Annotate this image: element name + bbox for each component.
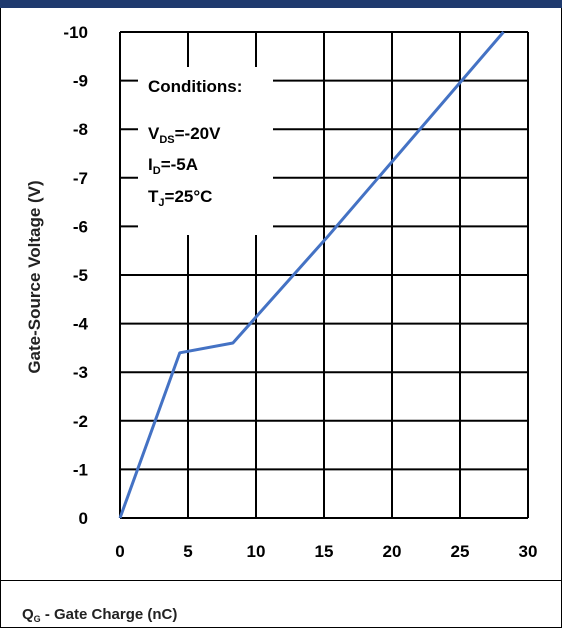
- y-tick-label-4: -4: [73, 315, 89, 334]
- y-tick-label-8: -8: [73, 120, 88, 139]
- y-tick-label-6: -6: [73, 217, 88, 236]
- series-line-0: [118, 31, 505, 519]
- condition-id: ID=-5A: [148, 155, 198, 177]
- conditions-background: [138, 67, 273, 235]
- y-tick-label-10: -10: [63, 23, 88, 42]
- condition-vds: VDS=-20V: [148, 124, 221, 146]
- y-tick-label-1: -1: [73, 460, 88, 479]
- grid-lines: [119, 31, 529, 519]
- data-series: [118, 31, 505, 519]
- gate-charge-chart: Conditions: VDS=-20V ID=-5A TJ=25°C 0 -1 -…: [25, 23, 537, 561]
- y-tick-labels: 0 -1 -2 -3 -4 -5 -6 -7 -8 -9 -10: [63, 23, 88, 528]
- y-tick-label-7: -7: [73, 169, 88, 188]
- y-axis-label: Gate-Source Voltage (V): [25, 180, 44, 373]
- x-label-band: [0, 580, 562, 628]
- x-tick-label-0: 0: [115, 542, 124, 561]
- y-tick-label-5: -5: [73, 266, 88, 285]
- conditions-box: Conditions: VDS=-20V ID=-5A TJ=25°C: [138, 67, 273, 235]
- x-tick-labels: 0 5 10 15 20 25 30: [115, 542, 537, 561]
- x-tick-label-6: 30: [519, 542, 538, 561]
- y-tick-label-0: 0: [79, 509, 88, 528]
- x-tick-label-1: 5: [183, 542, 192, 561]
- x-tick-label-2: 10: [247, 542, 266, 561]
- conditions-title: Conditions:: [148, 77, 242, 96]
- x-tick-label-5: 25: [451, 542, 470, 561]
- y-tick-label-2: -2: [73, 412, 88, 431]
- y-tick-label-9: -9: [73, 72, 88, 91]
- condition-tj: TJ=25°C: [148, 187, 212, 209]
- y-tick-label-3: -3: [73, 363, 88, 382]
- x-axis-label: QG - Gate Charge (nC): [22, 606, 178, 624]
- x-tick-label-3: 15: [315, 542, 334, 561]
- top-border-bar: [0, 0, 562, 8]
- x-tick-label-4: 20: [383, 542, 402, 561]
